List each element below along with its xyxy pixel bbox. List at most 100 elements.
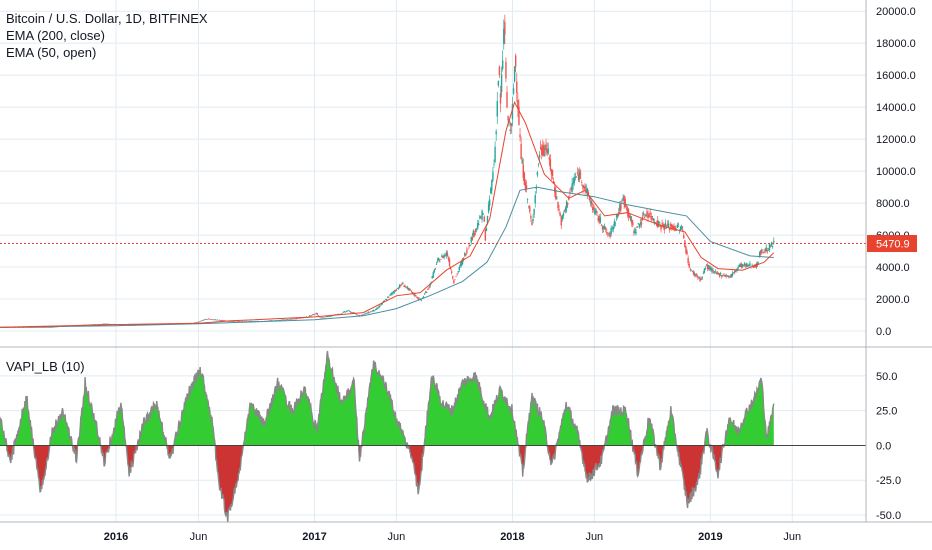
candle-body: [521, 159, 523, 164]
candle-body: [447, 258, 450, 260]
symbol-title[interactable]: Bitcoin / U.S. Dollar, 1D, BITFINEX: [6, 11, 208, 26]
candle-body: [584, 186, 586, 190]
candle-body: [337, 313, 339, 315]
candle-body: [393, 291, 395, 293]
candle-body: [440, 259, 442, 260]
candle-body: [442, 255, 444, 259]
candle-body: [767, 250, 770, 251]
price-pane[interactable]: [0, 14, 866, 329]
candle-body: [286, 319, 288, 321]
candle-body: [541, 147, 543, 155]
candle-body: [394, 289, 397, 292]
candle-body: [351, 312, 353, 314]
candle-body: [35, 327, 38, 328]
candle-body: [34, 327, 36, 328]
candle-body: [30, 327, 32, 328]
candle-body: [506, 91, 508, 108]
candle-body: [47, 327, 49, 328]
candle-body: [230, 321, 233, 322]
candle-body: [531, 222, 533, 226]
candle-body: [619, 204, 621, 212]
candle-body: [274, 320, 276, 321]
oscillator-title[interactable]: VAPI_LB (10): [6, 359, 85, 374]
candle-body: [770, 242, 773, 247]
candle-body: [602, 226, 605, 229]
candle-body: [696, 274, 698, 277]
candle-body: [710, 268, 712, 270]
candle-body: [706, 264, 709, 269]
candle-body: [748, 265, 750, 266]
candle-body: [510, 123, 513, 126]
candle-body: [560, 216, 562, 226]
candle-body: [590, 200, 593, 205]
candle-body: [204, 319, 207, 320]
time-axis-label: 2016: [104, 531, 128, 543]
candle-body: [365, 312, 367, 314]
candle-body: [231, 321, 234, 322]
candle-body: [360, 314, 363, 316]
candle-body: [469, 245, 471, 246]
candle-body: [454, 279, 456, 281]
candle-body: [637, 223, 639, 225]
candle-body: [36, 327, 39, 328]
candle-body: [634, 228, 636, 234]
candle-body: [94, 324, 96, 325]
candle-body: [698, 277, 700, 278]
candle-body: [369, 311, 372, 313]
candle-body: [203, 319, 206, 321]
candle-body: [574, 176, 577, 179]
candle-body: [389, 294, 391, 296]
candle-body: [387, 297, 389, 298]
candle-body: [414, 293, 416, 297]
candle-body: [760, 250, 762, 256]
candle-body: [42, 327, 44, 328]
candle-body: [731, 272, 734, 276]
candle-body: [638, 224, 641, 228]
candle-body: [433, 269, 436, 272]
candle-body: [518, 106, 520, 126]
pane-separators: [0, 0, 932, 523]
oscillator-pane[interactable]: [0, 350, 866, 523]
ema50-legend[interactable]: EMA (50, open): [6, 45, 97, 60]
candle-body: [628, 215, 631, 218]
price-axis-label: 0.0: [876, 326, 891, 338]
time-axis-label: Jun: [783, 531, 801, 543]
candle-body: [392, 291, 394, 293]
candle-body: [674, 226, 676, 231]
price-axis[interactable]: 0.02000.04000.06000.08000.010000.012000.…: [876, 6, 916, 338]
candle-body: [424, 292, 427, 294]
candle-body: [215, 319, 218, 321]
candle-body: [743, 263, 746, 266]
candle-body: [32, 327, 34, 328]
oscillator-negative-area: [0, 445, 774, 523]
candle-body: [682, 229, 684, 231]
candle-body: [605, 227, 607, 230]
candle-body: [214, 319, 216, 321]
oscillator-axis[interactable]: -50.0 -25.0 0.0 25.0 50.0: [876, 371, 901, 522]
candle-body: [404, 285, 406, 287]
candle-body: [299, 317, 301, 319]
candle-body: [611, 227, 613, 229]
candle-body: [28, 327, 30, 328]
candle-body: [312, 314, 314, 315]
candle-body: [764, 250, 766, 252]
candle-body: [458, 266, 460, 271]
ema200-legend[interactable]: EMA (200, close): [6, 28, 105, 43]
candle-body: [542, 144, 544, 156]
candle-body: [280, 319, 283, 321]
candle-body: [529, 206, 531, 212]
oscillator-positive-area: [0, 351, 774, 446]
candle-body: [544, 148, 546, 150]
candle-body: [415, 295, 417, 297]
candle-body: [282, 319, 285, 321]
time-axis[interactable]: 2016 Jun 2017 Jun 2018 Jun 2019 Jun: [104, 531, 801, 543]
candle-body: [633, 231, 635, 233]
candle-body: [427, 288, 429, 290]
candle-body: [277, 320, 279, 321]
candle-body: [653, 221, 656, 223]
candle-body: [279, 320, 282, 321]
candle-body: [514, 55, 517, 67]
candle-body: [291, 318, 293, 320]
candle-body: [270, 320, 273, 321]
candle-body: [691, 271, 694, 272]
